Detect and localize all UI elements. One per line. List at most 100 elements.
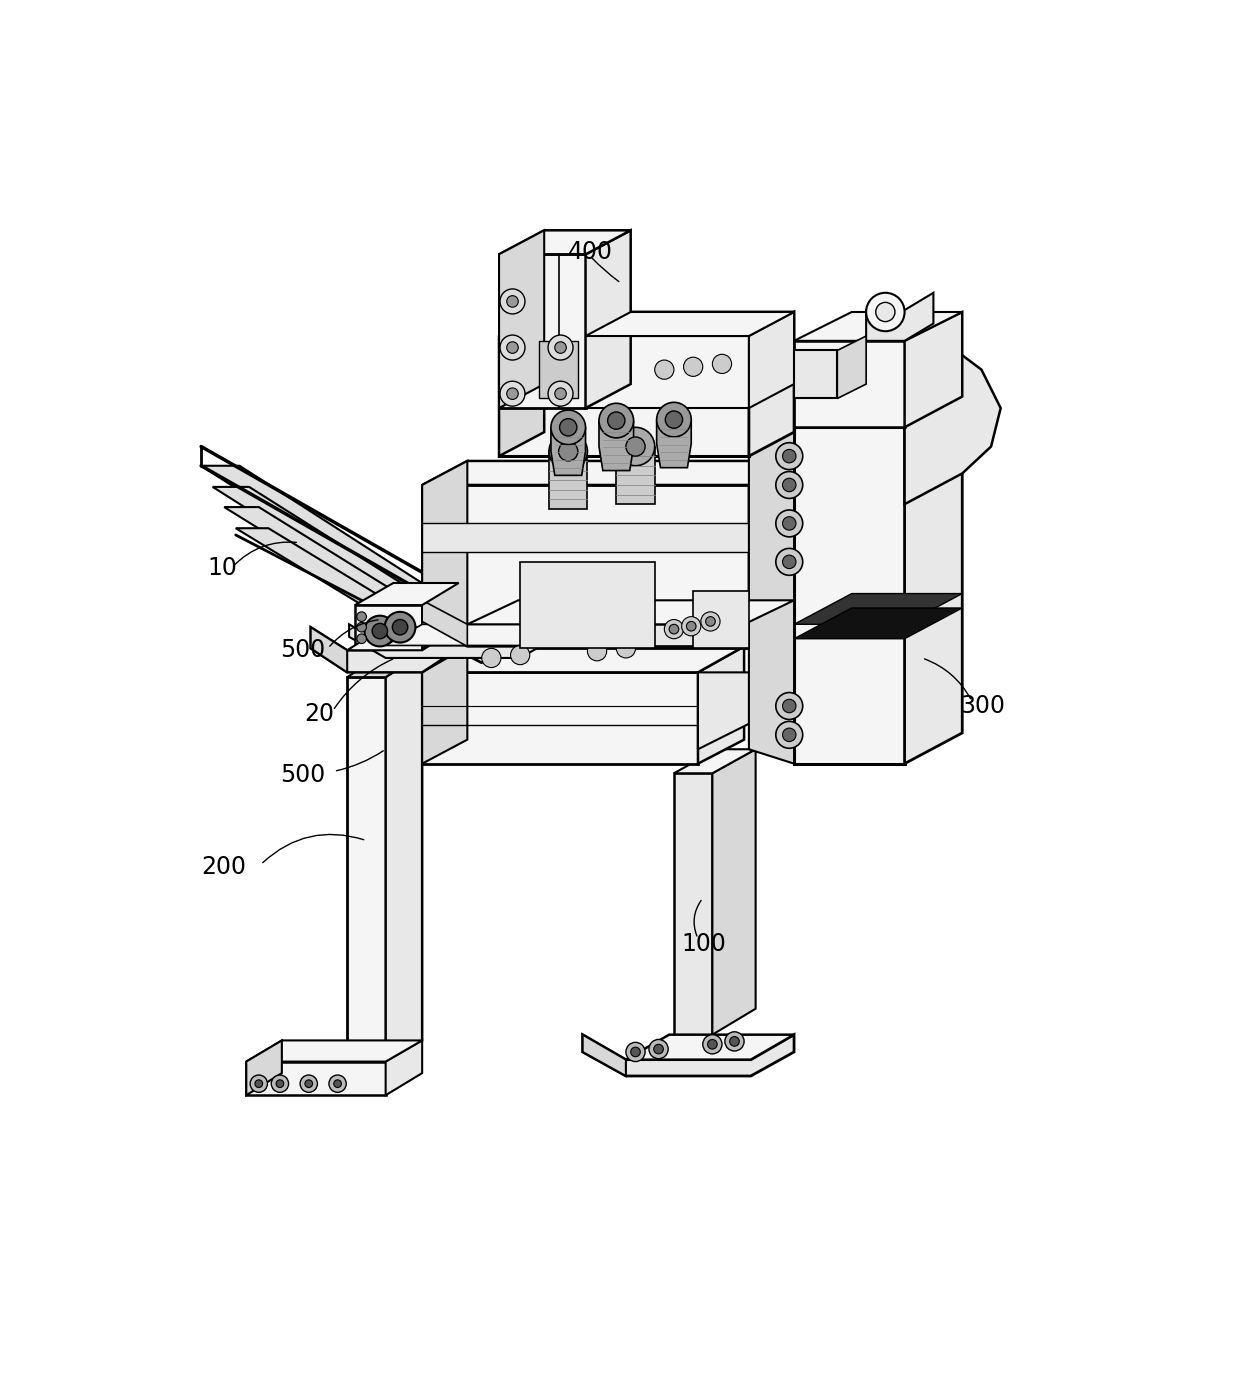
Circle shape [631,1047,640,1056]
Polygon shape [675,774,712,1034]
Circle shape [683,357,703,376]
Polygon shape [247,1040,281,1095]
Circle shape [616,638,635,658]
Text: 10: 10 [208,556,238,579]
Polygon shape [693,590,749,648]
Text: 20: 20 [304,702,334,725]
Polygon shape [626,1034,794,1059]
Circle shape [548,335,573,360]
Circle shape [782,556,796,568]
Circle shape [776,472,802,498]
Circle shape [272,1076,289,1092]
Circle shape [776,692,802,720]
Circle shape [608,412,625,429]
Circle shape [616,427,655,466]
Polygon shape [422,600,467,647]
Polygon shape [583,1034,794,1076]
Circle shape [334,1080,341,1088]
Circle shape [657,403,691,437]
Circle shape [554,342,567,353]
Polygon shape [749,412,794,764]
Circle shape [507,342,518,353]
Circle shape [507,295,518,308]
Polygon shape [213,487,481,634]
Polygon shape [247,1062,386,1095]
Polygon shape [698,647,744,764]
Polygon shape [422,461,467,648]
Circle shape [384,612,415,643]
Polygon shape [712,749,755,1034]
Polygon shape [905,397,962,764]
Text: 100: 100 [682,932,727,956]
Circle shape [250,1076,268,1092]
Circle shape [655,360,675,379]
Circle shape [875,302,895,321]
Polygon shape [422,461,794,485]
Polygon shape [498,336,749,456]
Polygon shape [386,625,557,645]
Polygon shape [386,1040,422,1095]
Polygon shape [467,600,794,625]
Circle shape [549,432,588,470]
Circle shape [782,699,796,713]
Circle shape [706,616,715,626]
Polygon shape [698,648,794,749]
Polygon shape [498,230,544,408]
Circle shape [782,450,796,463]
Circle shape [392,619,408,634]
Polygon shape [657,419,691,467]
Circle shape [277,1080,284,1088]
Circle shape [329,1076,346,1092]
Polygon shape [675,749,755,774]
Polygon shape [549,451,588,509]
Polygon shape [201,466,481,622]
Circle shape [687,622,696,632]
Circle shape [372,623,388,638]
Polygon shape [347,627,459,651]
Circle shape [255,1080,263,1088]
Polygon shape [347,677,386,1062]
Polygon shape [749,461,794,648]
Polygon shape [749,312,794,408]
Circle shape [703,1034,722,1054]
Circle shape [701,612,720,632]
Circle shape [776,549,802,575]
Polygon shape [355,605,422,647]
Circle shape [599,403,634,439]
Circle shape [357,634,367,644]
Polygon shape [247,1040,422,1062]
Polygon shape [355,583,459,605]
Polygon shape [866,292,934,341]
Polygon shape [224,507,481,645]
Polygon shape [422,485,749,648]
Circle shape [776,721,802,749]
Circle shape [558,441,578,461]
Circle shape [866,292,905,331]
Circle shape [782,479,796,492]
Polygon shape [794,312,962,341]
Polygon shape [794,341,905,427]
Circle shape [653,1044,663,1054]
Polygon shape [422,673,698,764]
Text: 500: 500 [280,638,325,662]
Circle shape [725,1031,744,1051]
Circle shape [500,381,525,407]
Circle shape [357,612,367,622]
Circle shape [776,510,802,536]
Polygon shape [794,593,962,625]
Circle shape [776,443,802,470]
Circle shape [357,622,367,632]
Polygon shape [422,600,794,647]
Circle shape [305,1080,312,1088]
Circle shape [682,616,701,636]
Polygon shape [585,230,631,408]
Polygon shape [498,254,585,408]
Polygon shape [905,356,1001,505]
Polygon shape [905,312,962,427]
Circle shape [626,1043,645,1062]
Polygon shape [311,627,347,673]
Polygon shape [794,350,837,399]
Circle shape [626,437,645,456]
Circle shape [782,517,796,530]
Polygon shape [422,647,467,764]
